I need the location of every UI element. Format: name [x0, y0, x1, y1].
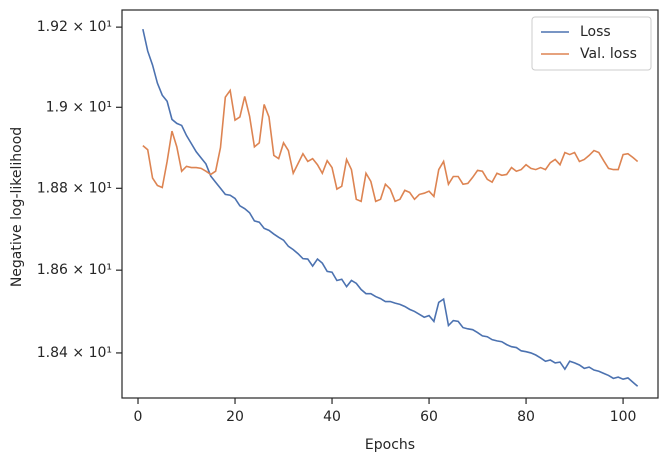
x-tick-label: 60 — [420, 409, 438, 425]
plot-frame — [121, 9, 659, 399]
x-tick-label: 40 — [323, 409, 341, 425]
x-axis-label: Epochs — [365, 437, 415, 453]
y-tick-label: 1.86 × 10¹ — [37, 262, 112, 278]
x-tick-label: 100 — [610, 409, 637, 425]
legend-label: Loss — [580, 24, 611, 40]
legend-label: Val. loss — [580, 46, 637, 62]
x-tick-label: 20 — [226, 409, 244, 425]
line-series — [142, 88, 639, 203]
y-tick-label: 1.88 × 10¹ — [37, 180, 112, 196]
x-tick-label: 0 — [134, 409, 143, 425]
y-tick-label: 1.92 × 10¹ — [37, 19, 112, 35]
y-tick-label: 1.9 × 10¹ — [46, 99, 112, 115]
y-tick-label: 1.84 × 10¹ — [37, 345, 112, 361]
y-axis-label: Negative log-likelihood — [9, 127, 25, 287]
legend-box — [531, 16, 652, 71]
x-tick-label: 80 — [517, 409, 535, 425]
line-series — [142, 28, 639, 387]
